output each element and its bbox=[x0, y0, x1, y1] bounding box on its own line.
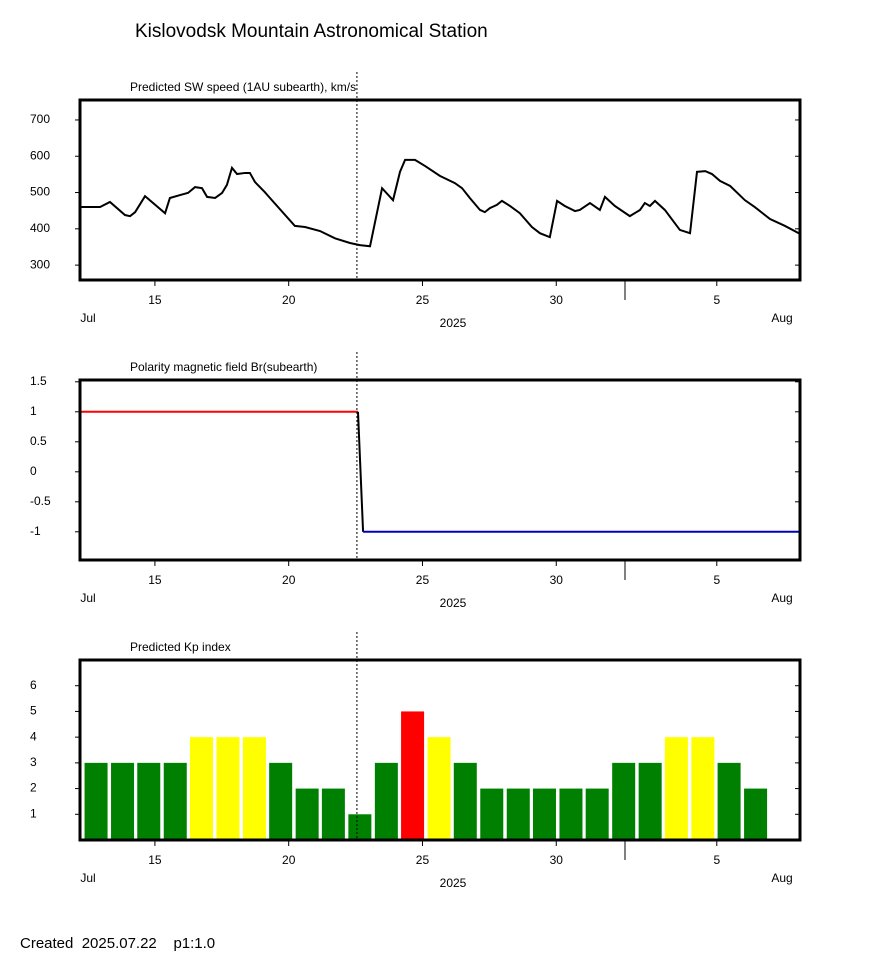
bar bbox=[189, 737, 213, 840]
bar bbox=[506, 788, 530, 840]
bar bbox=[374, 762, 398, 840]
y-tick-label: 700 bbox=[30, 112, 50, 126]
bar bbox=[321, 788, 345, 840]
bar bbox=[664, 737, 688, 840]
x-tick-label: 20 bbox=[282, 573, 296, 587]
bar bbox=[453, 762, 477, 840]
bar bbox=[717, 762, 741, 840]
x-tick-label: 15 bbox=[148, 853, 162, 867]
x-tick-label: 25 bbox=[416, 573, 430, 587]
x-tick-label: 25 bbox=[416, 293, 430, 307]
y-tick-label: 300 bbox=[30, 257, 50, 271]
x-tick-label: 30 bbox=[550, 573, 564, 587]
bar bbox=[348, 814, 372, 840]
y-tick-label: -1 bbox=[30, 524, 41, 538]
month-label: Jul bbox=[80, 311, 95, 325]
bar bbox=[216, 737, 240, 840]
bar bbox=[84, 762, 108, 840]
y-tick-label: 5 bbox=[30, 704, 37, 718]
panel-title: Predicted Kp index bbox=[130, 640, 231, 654]
month-label: Jul bbox=[80, 871, 95, 885]
month-label: Jul bbox=[80, 591, 95, 605]
bar bbox=[295, 788, 319, 840]
y-tick-label: 2 bbox=[30, 781, 37, 795]
bar bbox=[269, 762, 293, 840]
bar bbox=[691, 737, 715, 840]
plot-frame bbox=[78, 658, 802, 842]
y-tick-label: 1.5 bbox=[30, 374, 47, 388]
x-tick-label: 20 bbox=[282, 853, 296, 867]
plot-frame bbox=[78, 378, 802, 562]
x-tick-label: 15 bbox=[148, 573, 162, 587]
line bbox=[356, 411, 365, 532]
bar bbox=[585, 788, 609, 840]
panel-title: Predicted SW speed (1AU subearth), km/s bbox=[130, 80, 356, 94]
month-label: Aug bbox=[771, 591, 792, 605]
bar bbox=[137, 762, 161, 840]
y-tick-label: 400 bbox=[30, 221, 50, 235]
month-label: Aug bbox=[771, 311, 792, 325]
footer: Created 2025.07.22 p1:1.0 bbox=[20, 935, 215, 952]
bar bbox=[559, 788, 583, 840]
line bbox=[80, 158, 801, 248]
y-tick-label: 6 bbox=[30, 678, 37, 692]
y-tick-label: 600 bbox=[30, 148, 50, 162]
page-title: Kislovodsk Mountain Astronomical Station bbox=[135, 21, 488, 42]
y-tick-label: 4 bbox=[30, 729, 37, 743]
y-tick-label: -0.5 bbox=[30, 494, 51, 508]
bar bbox=[744, 788, 768, 840]
x-tick-label: 5 bbox=[713, 853, 720, 867]
year-label: 2025 bbox=[440, 876, 467, 890]
y-tick-label: 0 bbox=[30, 464, 37, 478]
year-label: 2025 bbox=[440, 596, 467, 610]
x-tick-label: 20 bbox=[282, 293, 296, 307]
bar bbox=[111, 762, 135, 840]
y-tick-label: 1 bbox=[30, 404, 37, 418]
bar bbox=[480, 788, 504, 840]
bar bbox=[427, 737, 451, 840]
x-tick-label: 25 bbox=[416, 853, 430, 867]
plot-frame bbox=[78, 98, 802, 282]
x-tick-label: 15 bbox=[148, 293, 162, 307]
x-tick-label: 30 bbox=[550, 293, 564, 307]
x-tick-label: 5 bbox=[713, 573, 720, 587]
bar bbox=[532, 788, 556, 840]
y-tick-label: 1 bbox=[30, 806, 37, 820]
bar bbox=[163, 762, 187, 840]
bar bbox=[612, 762, 636, 840]
y-tick-label: 3 bbox=[30, 755, 37, 769]
bar bbox=[401, 711, 425, 840]
year-label: 2025 bbox=[440, 316, 467, 330]
y-tick-label: 500 bbox=[30, 185, 50, 199]
bar bbox=[638, 762, 662, 840]
panel-title: Polarity magnetic field Br(subearth) bbox=[130, 360, 317, 374]
month-label: Aug bbox=[771, 871, 792, 885]
x-tick-label: 30 bbox=[550, 853, 564, 867]
bar bbox=[242, 737, 266, 840]
x-tick-label: 5 bbox=[713, 293, 720, 307]
y-tick-label: 0.5 bbox=[30, 434, 47, 448]
